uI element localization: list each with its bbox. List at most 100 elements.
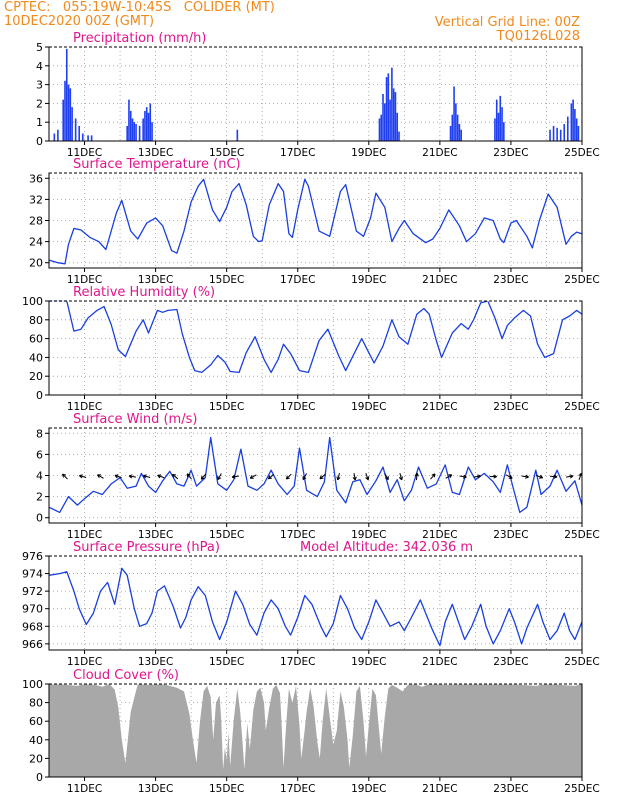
- pres-frame: [48, 555, 583, 651]
- precip-title: Precipitation (mm/h): [73, 31, 206, 46]
- wind-arrow: [566, 474, 574, 479]
- wind-ytick-label: 4: [36, 470, 43, 483]
- wind-arrow-shaft: [459, 475, 467, 478]
- wind-arrow: [200, 473, 207, 480]
- wind-arrow-shaft: [319, 473, 326, 480]
- precip-bar: [552, 125, 555, 141]
- cloud-cover-area: [49, 684, 582, 777]
- pres-panel: [45, 555, 583, 654]
- precip-bar: [392, 88, 395, 141]
- cloud-ytick-label: 100: [22, 678, 43, 691]
- wind-arrow-head: [200, 475, 203, 480]
- wind-arrow-shaft: [445, 474, 453, 479]
- pres-xtick-label: 11DEC: [67, 656, 102, 668]
- precip-bar: [236, 129, 239, 141]
- precip-bar: [577, 125, 580, 141]
- wind-arrow-head: [416, 472, 419, 477]
- wind-arrow-shaft: [232, 475, 240, 478]
- precip-bar: [559, 129, 562, 141]
- precip-bar: [495, 99, 498, 141]
- rh-ytick-label: 20: [29, 370, 43, 383]
- wind-arrow-shaft: [128, 475, 137, 478]
- precip-bar: [128, 99, 130, 141]
- precip-ytick-label: 3: [36, 79, 43, 92]
- precip-bar: [398, 131, 400, 141]
- wind-arrow: [384, 473, 389, 481]
- precip-xtick-label: 13DEC: [138, 147, 173, 159]
- rh-xtick-label: 19DEC: [351, 401, 386, 413]
- wind-arrow-head: [398, 477, 403, 481]
- precip-bar: [455, 103, 457, 141]
- cloud-xtick-label: 21DEC: [422, 783, 457, 795]
- precip-ytick-label: 4: [36, 60, 43, 73]
- temp-xtick-label: 25DEC: [564, 274, 599, 286]
- wind-arrow: [186, 473, 192, 480]
- temp-series-line: [48, 178, 583, 265]
- wind-arrow: [142, 474, 151, 479]
- rh-ytick-label: 0: [36, 389, 43, 402]
- rh-xtick-label: 17DEC: [280, 401, 315, 413]
- wind-arrow-shaft: [268, 473, 275, 480]
- precip-bar: [380, 114, 383, 141]
- cloud-xtick-label: 17DEC: [280, 783, 315, 795]
- wind-arrow-head: [449, 474, 453, 479]
- rh-ytick-label: 40: [29, 351, 43, 364]
- temp-xtick-label: 23DEC: [493, 274, 528, 286]
- precip-xtick-label: 23DEC: [493, 147, 528, 159]
- precip-bar: [126, 125, 128, 141]
- precip-bar: [497, 112, 500, 141]
- wind-title: Surface Wind (m/s): [73, 412, 197, 427]
- precip-bar: [74, 118, 77, 141]
- wind-arrow-shaft: [473, 475, 481, 478]
- pres-xtick-label: 23DEC: [493, 656, 528, 668]
- cloud-ytick-label: 80: [29, 697, 43, 710]
- wind-arrow-shaft: [62, 473, 68, 480]
- precip-bar: [142, 118, 144, 141]
- wind-arrow: [521, 474, 529, 479]
- precip-ytick-label: 5: [36, 41, 43, 54]
- precip-bar: [64, 80, 66, 141]
- wind-arrow: [445, 474, 453, 479]
- wind-xtick-label: 25DEC: [564, 529, 599, 541]
- wind-arrow-head: [433, 473, 436, 478]
- precip-bar: [53, 133, 56, 141]
- header-station: CPTEC: 055:19W-10:45S COLIDER (MT): [4, 0, 275, 15]
- pres-ytick-label: 972: [22, 585, 43, 598]
- precip-panel: [45, 46, 583, 145]
- wind-arrow-head: [462, 476, 467, 479]
- pres-series-line: [48, 567, 583, 647]
- precip-bar: [396, 112, 399, 141]
- wind-arrow: [578, 472, 583, 481]
- cloud-ytick-label: 20: [29, 752, 43, 765]
- wind-arrow-shaft: [97, 474, 104, 479]
- cloud-panel: [45, 683, 583, 781]
- precip-bar: [57, 129, 59, 141]
- cloud-xtick-label: 19DEC: [351, 783, 386, 795]
- temp-xtick-label: 13DEC: [138, 274, 173, 286]
- wind-arrow-shaft: [550, 475, 558, 478]
- rh-ytick-label: 100: [22, 295, 43, 308]
- wind-arrow: [217, 473, 222, 481]
- wind-arrow: [473, 474, 481, 479]
- wind-xtick-label: 21DEC: [422, 529, 457, 541]
- temp-ytick-label: 20: [29, 257, 43, 270]
- wind-arrow-head: [477, 475, 481, 479]
- wind-ytick-label: 6: [36, 448, 43, 461]
- wind-ytick-label: 0: [36, 512, 43, 525]
- rh-ytick-label: 60: [29, 333, 43, 346]
- precip-bar: [90, 135, 93, 141]
- precip-bar: [389, 99, 391, 141]
- wind-arrow-shaft: [172, 473, 179, 480]
- precip-xtick-label: 19DEC: [351, 147, 386, 159]
- cloud-xtick-label: 25DEC: [564, 783, 599, 795]
- wind-arrow: [319, 473, 326, 480]
- precip-bar: [151, 122, 153, 141]
- wind-arrow: [231, 474, 240, 479]
- rh-title: Relative Humidity (%): [73, 285, 215, 300]
- wind-arrow-head: [128, 474, 133, 477]
- precip-bar: [138, 125, 141, 141]
- wind-arrow: [414, 472, 419, 481]
- wind-series-line: [48, 436, 583, 514]
- wind-arrow: [157, 474, 165, 479]
